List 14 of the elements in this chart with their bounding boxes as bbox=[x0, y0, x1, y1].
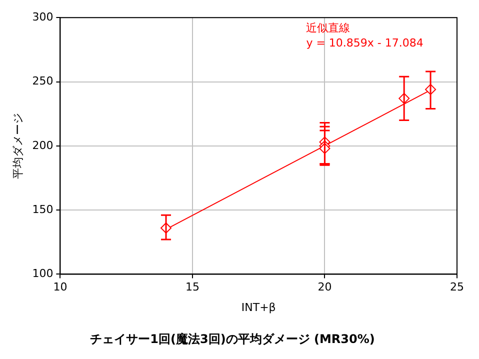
x-tick-label: 25 bbox=[450, 280, 464, 294]
y-tick-label: 150 bbox=[32, 202, 54, 216]
y-tick-label: 250 bbox=[32, 74, 54, 88]
x-tick-label: 20 bbox=[318, 280, 332, 294]
y-tick-label: 100 bbox=[32, 267, 54, 280]
annotation: 近似直線 bbox=[306, 22, 350, 35]
annotation: y = 10.859x - 17.084 bbox=[306, 36, 424, 50]
x-axis-title: INT+β bbox=[241, 300, 276, 314]
y-tick-label: 200 bbox=[32, 138, 54, 152]
x-tick-label: 15 bbox=[185, 280, 200, 294]
y-tick-label: 300 bbox=[32, 10, 54, 24]
y-axis-title: 平均ダメージ bbox=[11, 112, 24, 179]
text: チェイサー1回(魔法3回)の平均ダメージ (MR30%) bbox=[90, 332, 375, 346]
x-tick-label: 10 bbox=[53, 280, 68, 294]
